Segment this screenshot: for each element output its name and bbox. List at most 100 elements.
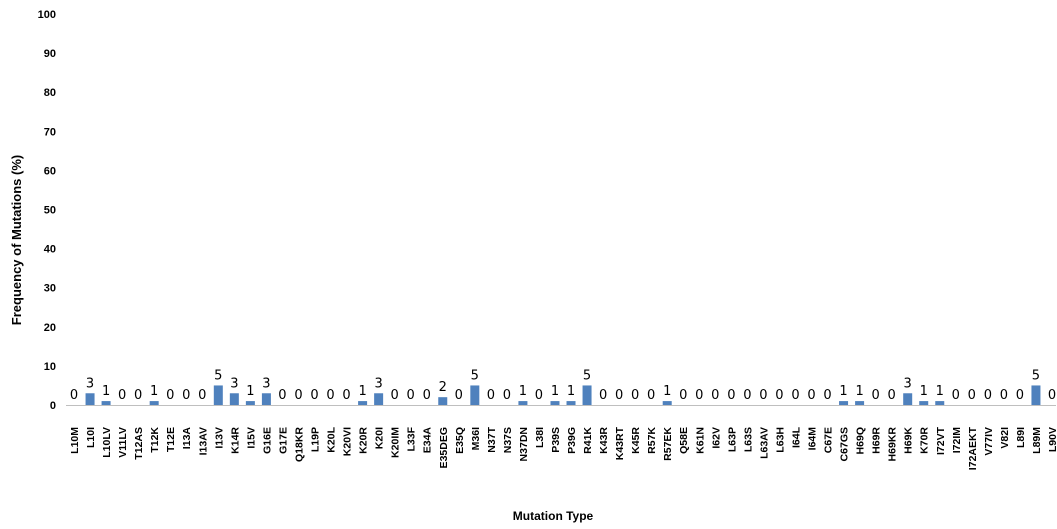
bar bbox=[855, 401, 865, 405]
x-tick-label: I64L bbox=[790, 426, 802, 448]
data-label: 1 bbox=[839, 384, 847, 399]
data-label: 1 bbox=[519, 384, 527, 399]
bar bbox=[935, 401, 945, 405]
x-axis-title: Mutation Type bbox=[513, 509, 594, 523]
data-label: 0 bbox=[759, 388, 767, 403]
x-tick-label: I13V bbox=[213, 427, 225, 449]
data-label: 1 bbox=[358, 384, 366, 399]
bar bbox=[213, 385, 223, 405]
data-label: 3 bbox=[262, 376, 270, 391]
y-axis-title: Frequency of Mutations (%) bbox=[9, 155, 24, 325]
data-label: 0 bbox=[134, 388, 142, 403]
x-tick-label: I72IM bbox=[951, 427, 963, 454]
data-label: 0 bbox=[952, 388, 960, 403]
x-tick-label: K20IM bbox=[390, 427, 402, 458]
bar bbox=[903, 393, 913, 405]
x-tick-label: H69KR bbox=[887, 427, 899, 462]
bar bbox=[149, 401, 159, 405]
x-tick-label: N37DN bbox=[518, 427, 530, 461]
x-tick-label: Q58E bbox=[678, 427, 690, 454]
x-tick-label: H69Q bbox=[855, 427, 867, 454]
bar bbox=[85, 393, 95, 405]
x-tick-label: K43RT bbox=[614, 426, 626, 460]
data-label: 5 bbox=[471, 368, 479, 383]
y-tick-label: 20 bbox=[44, 322, 56, 334]
data-label: 0 bbox=[535, 388, 543, 403]
data-label: 0 bbox=[968, 388, 976, 403]
x-tick-label: I13A bbox=[181, 427, 193, 450]
data-label: 3 bbox=[86, 376, 94, 391]
data-label: 5 bbox=[214, 368, 222, 383]
data-label: 0 bbox=[198, 388, 206, 403]
x-axis-ticks: L10M L10I L10LV V11LV T12AS T12K T12E I13A I13AV… bbox=[69, 426, 1057, 470]
bar bbox=[550, 401, 560, 405]
x-tick-label: R41K bbox=[582, 427, 594, 454]
x-tick-label: L63H bbox=[774, 427, 786, 453]
data-label: 1 bbox=[855, 384, 863, 399]
x-tick-label: L63P bbox=[726, 427, 738, 452]
x-tick-label: L89I bbox=[1015, 427, 1027, 448]
data-label: 1 bbox=[936, 384, 944, 399]
bar bbox=[470, 385, 480, 405]
bar bbox=[229, 393, 239, 405]
y-tick-label: 100 bbox=[38, 9, 56, 21]
data-label: 1 bbox=[102, 384, 110, 399]
y-tick-label: 70 bbox=[44, 126, 56, 138]
x-tick-label: G16E bbox=[261, 427, 273, 454]
bars bbox=[85, 385, 1041, 405]
data-label: 1 bbox=[663, 384, 671, 399]
x-tick-label: C67E bbox=[823, 427, 835, 453]
data-label: 0 bbox=[775, 388, 783, 403]
data-label: 1 bbox=[920, 384, 928, 399]
x-tick-label: K45R bbox=[630, 427, 642, 454]
data-label: 3 bbox=[230, 376, 238, 391]
bar bbox=[358, 401, 368, 405]
data-label: 0 bbox=[807, 388, 815, 403]
y-tick-label: 50 bbox=[44, 205, 56, 217]
x-tick-label: K43R bbox=[598, 427, 610, 454]
data-label: 0 bbox=[503, 388, 511, 403]
x-tick-label: L19P bbox=[310, 427, 322, 452]
data-label: 1 bbox=[567, 384, 575, 399]
data-label: 0 bbox=[166, 388, 174, 403]
x-tick-label: E35Q bbox=[454, 427, 466, 454]
x-tick-label: I13AV bbox=[197, 427, 209, 455]
data-label: 0 bbox=[310, 388, 318, 403]
bar bbox=[261, 393, 271, 405]
data-label: 0 bbox=[342, 388, 350, 403]
data-label: 1 bbox=[150, 384, 158, 399]
x-tick-label: T12AS bbox=[133, 427, 145, 460]
data-label: 0 bbox=[679, 388, 687, 403]
x-tick-label: K70R bbox=[919, 427, 931, 454]
data-label: 0 bbox=[70, 388, 78, 403]
x-tick-label: I15V bbox=[245, 427, 257, 449]
data-label: 0 bbox=[695, 388, 703, 403]
data-label: 1 bbox=[551, 384, 559, 399]
data-label: 0 bbox=[182, 388, 190, 403]
x-tick-label: N37S bbox=[502, 427, 514, 453]
x-tick-label: I62V bbox=[710, 427, 722, 449]
x-tick-label: I72VT bbox=[935, 426, 947, 455]
x-tick-label: R57K bbox=[646, 427, 658, 454]
x-tick-label: V77IV bbox=[983, 427, 995, 456]
data-label: 0 bbox=[727, 388, 735, 403]
data-label: 0 bbox=[711, 388, 719, 403]
x-tick-label: N37T bbox=[486, 426, 498, 452]
data-label: 0 bbox=[1048, 388, 1056, 403]
data-label: 5 bbox=[583, 368, 591, 383]
x-tick-label: R57EK bbox=[662, 427, 674, 461]
x-tick-label: K14R bbox=[229, 427, 241, 454]
data-label: 0 bbox=[599, 388, 607, 403]
y-tick-label: 10 bbox=[44, 361, 56, 373]
x-tick-label: T12K bbox=[149, 427, 161, 453]
x-tick-label: V11LV bbox=[117, 427, 129, 458]
bar bbox=[1031, 385, 1041, 405]
x-tick-label: K61N bbox=[694, 427, 706, 454]
data-label: 0 bbox=[294, 388, 302, 403]
x-tick-label: L10M bbox=[69, 427, 81, 454]
x-tick-label: G17E bbox=[277, 427, 289, 454]
y-axis-ticks: 0 10 20 30 40 50 60 70 80 90 100 bbox=[38, 9, 56, 412]
x-tick-label: T12E bbox=[165, 427, 177, 452]
